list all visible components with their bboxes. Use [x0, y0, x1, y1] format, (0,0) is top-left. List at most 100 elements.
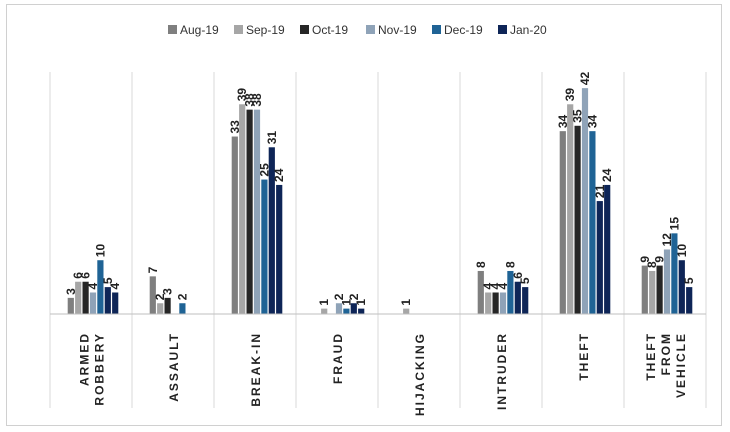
bar: [82, 281, 89, 314]
bar: [656, 265, 663, 314]
bar-data-label: 39: [235, 88, 249, 102]
bar: [589, 131, 596, 314]
bar: [686, 287, 693, 314]
bar-data-label: 6: [79, 272, 93, 279]
legend-swatch: [300, 25, 309, 34]
bar: [179, 303, 186, 314]
category-label: ASSAULT: [167, 332, 181, 402]
bar: [246, 109, 253, 315]
bar-data-label: 9: [638, 256, 652, 263]
bar-data-label: 3: [161, 288, 175, 295]
bar-data-label: 35: [571, 109, 585, 123]
bar: [350, 303, 357, 314]
bar: [321, 308, 328, 314]
bar: [239, 104, 246, 315]
bar-data-label: 15: [667, 217, 681, 231]
legend-label: Dec-19: [444, 23, 483, 37]
category-label: VEHICLE: [674, 332, 688, 398]
bar-data-label: 4: [489, 282, 503, 289]
bar-data-label: 10: [93, 244, 107, 258]
legend-label: Aug-19: [180, 23, 219, 37]
bar: [581, 88, 589, 314]
bar: [567, 104, 574, 315]
bar: [485, 292, 492, 314]
bar: [89, 292, 97, 314]
bar-data-label: 6: [71, 272, 85, 279]
bar: [104, 287, 111, 314]
bar: [574, 125, 581, 315]
bar-data-label: 2: [175, 293, 189, 300]
bar: [559, 131, 566, 314]
category-label: HIJACKING: [413, 332, 427, 416]
legend-swatch: [366, 25, 375, 34]
bar: [97, 260, 104, 314]
bar: [231, 136, 238, 314]
bar-data-label: 4: [108, 282, 122, 289]
bar-data-label: 8: [645, 261, 659, 268]
bar-data-label: 9: [653, 256, 667, 263]
chart-legend: Aug-19 Sep-19 Oct-19 Nov-19 Dec-19 Jan-20: [168, 23, 547, 37]
category-label: INTRUDER: [495, 332, 509, 410]
category-label: THEFT: [644, 332, 658, 381]
bar-data-label: 39: [563, 88, 577, 102]
bar: [403, 308, 410, 314]
bar: [157, 303, 164, 314]
bar-data-label: 5: [682, 277, 696, 284]
bar-data-label: 34: [585, 114, 599, 128]
bar-data-label: 1: [339, 299, 353, 306]
category-label: THEFT: [577, 332, 591, 381]
bar: [663, 249, 671, 314]
bar: [276, 184, 283, 314]
bar-data-label: 24: [600, 168, 614, 182]
bar: [492, 292, 499, 314]
bar: [253, 109, 261, 315]
legend-swatch: [498, 25, 507, 34]
bar-data-label: 31: [265, 131, 279, 145]
bar-data-label: 2: [332, 293, 346, 300]
bar: [75, 281, 82, 314]
bar: [67, 297, 74, 314]
bar-data-label: 34: [556, 114, 570, 128]
bar-data-label: 12: [660, 233, 674, 247]
category-label: FROM: [659, 332, 673, 375]
bar-data-label: 33: [228, 120, 242, 134]
bar-data-label: 4: [496, 282, 510, 289]
category-label: ARMED: [78, 332, 92, 386]
bar-data-label: 5: [101, 277, 115, 284]
legend-label: Jan-20: [510, 23, 547, 37]
bar-data-label: 21: [593, 184, 607, 198]
category-dividers: [49, 72, 707, 408]
bar-data-label: 5: [518, 277, 532, 284]
legend-swatch: [234, 25, 243, 34]
chart-bars: [67, 88, 693, 315]
legend-swatch: [432, 25, 441, 34]
bar: [358, 308, 365, 314]
bar: [499, 292, 507, 314]
bar-data-label: 4: [86, 282, 100, 289]
bar-data-label: 42: [578, 71, 592, 85]
category-label: FRAUD: [331, 332, 345, 384]
bar: [343, 308, 350, 314]
bar-data-label: 7: [146, 266, 160, 273]
bar: [112, 292, 119, 314]
bar-data-label: 1: [317, 299, 331, 306]
bar: [164, 297, 171, 314]
bar: [671, 233, 678, 314]
bar: [335, 303, 343, 314]
bar: [604, 184, 611, 314]
bar: [641, 265, 648, 314]
bar: [477, 270, 484, 314]
category-labels: ARMED ROBBERY ASSAULT BREAK-IN FRAUD HIJACKIN…: [78, 332, 689, 416]
bar: [149, 276, 156, 314]
bar-data-label: 8: [503, 261, 517, 268]
category-label: ROBBERY: [93, 332, 107, 406]
bar-data-label: 24: [272, 168, 286, 182]
category-label: BREAK-IN: [249, 332, 263, 407]
bar: [596, 201, 603, 314]
bar-data-label: 8: [474, 261, 488, 268]
bar: [678, 260, 685, 314]
legend-label: Nov-19: [378, 23, 417, 37]
bar: [514, 281, 521, 314]
bar-data-label: 4: [481, 282, 495, 289]
